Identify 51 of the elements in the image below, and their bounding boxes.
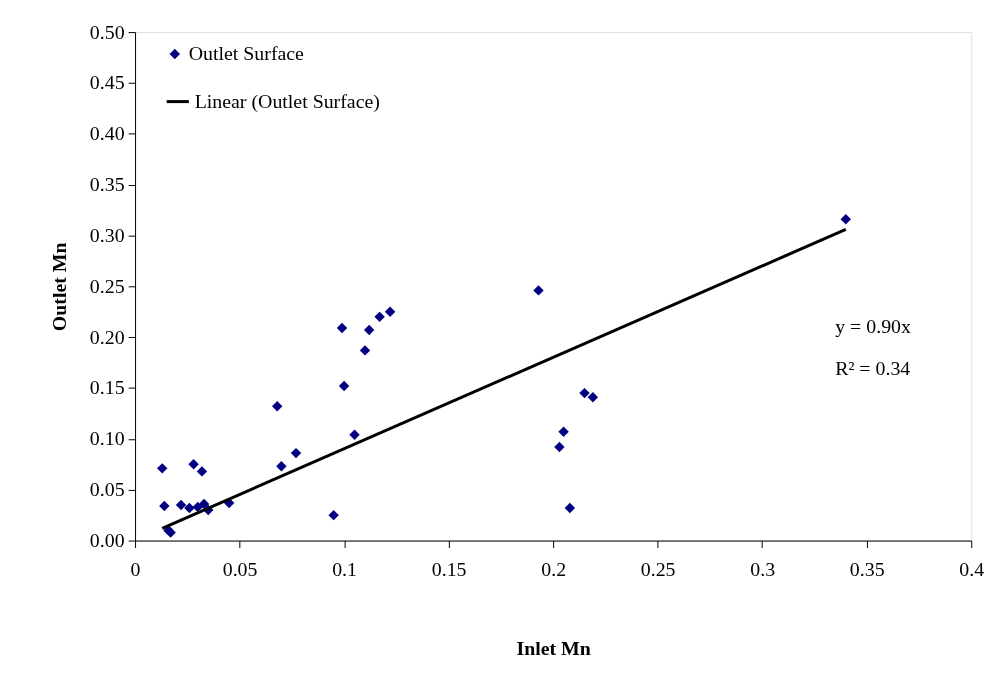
point xyxy=(336,322,348,334)
y-tick-label: 0.15 xyxy=(89,376,125,399)
point xyxy=(175,499,187,511)
y-tick-label: 0.40 xyxy=(89,122,125,145)
point xyxy=(840,214,852,225)
annotation: y = 0.90x xyxy=(835,314,911,337)
point xyxy=(533,285,544,296)
y-tick-label: 0.20 xyxy=(89,325,125,348)
y-tick-label: 0.05 xyxy=(89,478,125,501)
point xyxy=(359,345,371,356)
point xyxy=(276,461,287,472)
point xyxy=(363,324,375,336)
x-tick-label: 0.35 xyxy=(849,557,885,580)
x-axis-title: Inlet Mn xyxy=(516,637,591,660)
y-tick-label: 0.25 xyxy=(89,274,125,297)
y-tick-label: 0.10 xyxy=(89,427,125,450)
y-tick-label: 0.30 xyxy=(89,223,125,246)
x-tick-label: 0.2 xyxy=(541,557,567,580)
point xyxy=(384,306,396,317)
legend-label: Linear (Outlet Surface) xyxy=(194,89,380,113)
y-tick-label: 0.50 xyxy=(89,20,125,43)
legend-label: Outlet Surface xyxy=(188,41,305,64)
point xyxy=(188,459,199,470)
point xyxy=(157,463,168,474)
x-tick-label: 0.1 xyxy=(332,557,358,580)
y-tick-label: 0.45 xyxy=(89,71,125,94)
point xyxy=(587,391,599,403)
point xyxy=(349,429,360,440)
point xyxy=(290,447,302,459)
y-axis-title: Outlet Mn xyxy=(48,242,71,332)
point xyxy=(558,426,569,437)
annotation: R² = 0.34 xyxy=(835,356,911,379)
x-tick-label: 0.3 xyxy=(750,557,776,580)
point xyxy=(579,387,590,399)
y-tick-label: 0.00 xyxy=(89,529,125,552)
point xyxy=(328,509,339,521)
point xyxy=(338,380,350,392)
y-tick-label: 0.35 xyxy=(89,173,125,196)
x-tick-label: 0.15 xyxy=(431,557,467,580)
x-tick-label: 0 xyxy=(130,557,141,580)
point xyxy=(196,466,208,477)
point xyxy=(374,311,385,323)
point xyxy=(272,401,283,412)
point xyxy=(184,502,195,514)
point xyxy=(159,500,170,512)
point xyxy=(554,441,565,453)
point xyxy=(198,498,210,510)
x-tick-label: 0.25 xyxy=(640,557,676,580)
x-tick-label: 0.05 xyxy=(222,557,258,580)
x-tick-label: 0.4 xyxy=(959,557,985,580)
point xyxy=(564,502,576,514)
